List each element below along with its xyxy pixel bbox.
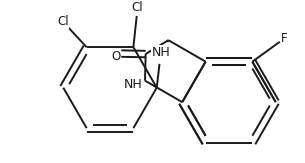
- Text: Cl: Cl: [132, 1, 143, 14]
- Text: F: F: [281, 32, 288, 45]
- Text: NH: NH: [152, 45, 170, 59]
- Text: Cl: Cl: [57, 15, 69, 28]
- Text: NH: NH: [124, 78, 142, 90]
- Text: O: O: [112, 51, 121, 64]
